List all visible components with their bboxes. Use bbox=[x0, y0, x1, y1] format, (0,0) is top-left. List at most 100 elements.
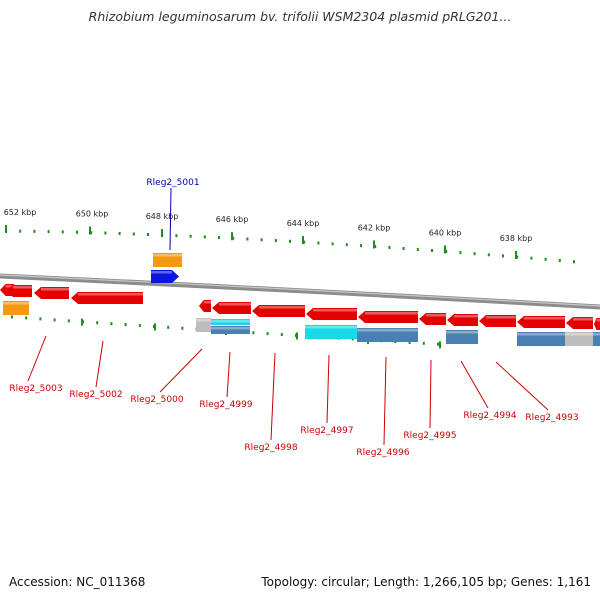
gene-arrow[interactable] bbox=[479, 315, 516, 327]
gene-label-text[interactable]: Rleg2_4993 bbox=[525, 413, 578, 423]
gene-label-text[interactable]: Rleg2_4995 bbox=[403, 431, 456, 441]
major-tick bbox=[444, 245, 446, 254]
tick-label: 640 kbp bbox=[429, 228, 462, 237]
minor-tick bbox=[61, 230, 64, 234]
gene-label[interactable]: Rleg2_4999 bbox=[199, 351, 253, 410]
gene-label[interactable]: Rleg2_5000 bbox=[130, 348, 203, 405]
leader-line bbox=[169, 187, 172, 251]
leader-line bbox=[226, 351, 231, 398]
gene-arrow[interactable] bbox=[34, 287, 69, 299]
minor-tick bbox=[388, 246, 391, 250]
minor-tick bbox=[266, 332, 269, 336]
gene-label[interactable]: Rleg2_4993 bbox=[495, 361, 579, 423]
tick-label: 648 kbp bbox=[146, 212, 179, 221]
minor-tick bbox=[558, 259, 561, 263]
cds-box[interactable] bbox=[565, 332, 593, 346]
backbone bbox=[0, 273, 600, 310]
minor-tick bbox=[459, 251, 462, 255]
leader-line bbox=[270, 352, 276, 441]
gene-label[interactable]: Rleg2_4994 bbox=[460, 360, 517, 421]
minor-tick bbox=[175, 234, 178, 238]
gene-arrow[interactable] bbox=[151, 270, 179, 283]
minor-tick bbox=[274, 239, 277, 243]
minor-tick bbox=[289, 239, 291, 243]
gene-arrow[interactable] bbox=[199, 300, 211, 312]
gene-arrow[interactable] bbox=[419, 313, 446, 325]
gene-arrow[interactable] bbox=[71, 292, 143, 304]
gene-arrow[interactable] bbox=[447, 314, 478, 326]
cds-box[interactable] bbox=[446, 330, 478, 344]
cds-box[interactable] bbox=[357, 328, 418, 342]
minor-tick bbox=[96, 321, 99, 325]
gene-labels[interactable]: Rleg2_5001 Rleg2_5003 Rleg2_5002 Rleg2_5000… bbox=[9, 178, 578, 458]
gene-label-text[interactable]: Rleg2_4996 bbox=[356, 448, 409, 458]
gene-label-text[interactable]: Rleg2_4994 bbox=[463, 411, 516, 421]
gene-label[interactable]: Rleg2_5002 bbox=[69, 340, 123, 400]
cds-box[interactable] bbox=[593, 332, 600, 346]
gene-arrow[interactable] bbox=[566, 317, 593, 329]
major-tick bbox=[373, 240, 375, 249]
minor-tick bbox=[360, 244, 362, 248]
minor-tick bbox=[416, 247, 419, 251]
gene-arrow[interactable] bbox=[252, 305, 305, 317]
tick-label: 646 kbp bbox=[216, 215, 249, 224]
gene-label-text[interactable]: Rleg2_4999 bbox=[199, 400, 252, 410]
gene-arrow[interactable] bbox=[212, 302, 251, 314]
gene-arrow[interactable] bbox=[594, 318, 600, 330]
minor-tick bbox=[487, 253, 490, 257]
minor-tick bbox=[33, 229, 36, 233]
gene-label-text[interactable]: Rleg2_5000 bbox=[130, 395, 183, 405]
map-title: Rhizobium leguminosarum bv. trifolii WSM… bbox=[88, 9, 512, 24]
gene-label-text[interactable]: Rleg2_5002 bbox=[69, 390, 122, 400]
minor-tick bbox=[345, 243, 348, 247]
minor-tick bbox=[47, 230, 50, 234]
minor-tick bbox=[437, 342, 439, 346]
gene-arrow[interactable] bbox=[6, 285, 32, 297]
topology-text: Topology: circular; Length: 1,266,105 bp… bbox=[261, 575, 591, 589]
minor-tick bbox=[11, 315, 13, 319]
minor-tick bbox=[573, 260, 575, 264]
leader-line bbox=[495, 361, 549, 411]
minor-tick bbox=[331, 242, 334, 246]
minor-tick bbox=[118, 231, 121, 235]
minor-tick bbox=[147, 233, 149, 237]
minor-tick bbox=[25, 316, 28, 320]
cds-box[interactable] bbox=[211, 319, 250, 325]
scale-ticks: 652 kbp 650 kbp 648 kbp 646 kbp 644 kbp 642 k… bbox=[4, 208, 575, 349]
gene-arrow[interactable] bbox=[306, 308, 357, 320]
cds-box[interactable] bbox=[153, 253, 182, 267]
minor-tick bbox=[90, 231, 93, 235]
tick-label: 638 kbp bbox=[500, 234, 533, 243]
gene-label-text[interactable]: Rleg2_5001 bbox=[146, 178, 199, 188]
minor-tick bbox=[516, 255, 519, 259]
major-tick bbox=[515, 250, 517, 259]
gene-label[interactable]: Rleg2_4996 bbox=[356, 356, 410, 458]
leader-line bbox=[159, 348, 203, 393]
gene-label[interactable]: Rleg2_4998 bbox=[244, 352, 298, 453]
gene-arrow[interactable] bbox=[358, 311, 418, 323]
cds-box[interactable] bbox=[211, 326, 250, 334]
gene-label-text[interactable]: Rleg2_4997 bbox=[300, 426, 353, 436]
gene-label[interactable]: Rleg2_4995 bbox=[403, 359, 457, 441]
gene-label[interactable]: Rleg2_4997 bbox=[300, 354, 354, 436]
major-tick bbox=[89, 226, 91, 235]
gene-label-text[interactable]: Rleg2_4998 bbox=[244, 443, 297, 453]
cds-box[interactable] bbox=[3, 301, 29, 315]
gene-label[interactable]: Rleg2_5003 bbox=[9, 335, 63, 394]
minor-tick bbox=[110, 322, 113, 326]
major-tick bbox=[302, 236, 304, 245]
minor-tick bbox=[502, 254, 504, 258]
cds-box[interactable] bbox=[305, 325, 357, 339]
leader-line bbox=[95, 340, 104, 388]
gene-label[interactable]: Rleg2_5001 bbox=[146, 178, 200, 251]
leader-line bbox=[460, 360, 489, 409]
gene-label-text[interactable]: Rleg2_5003 bbox=[9, 384, 62, 394]
minor-tick bbox=[374, 245, 377, 249]
leader-line bbox=[326, 354, 330, 424]
gene-features[interactable] bbox=[0, 253, 600, 346]
cds-box[interactable] bbox=[196, 318, 211, 332]
cds-box[interactable] bbox=[517, 332, 565, 346]
gene-arrow[interactable] bbox=[517, 316, 565, 328]
minor-tick bbox=[138, 324, 141, 328]
